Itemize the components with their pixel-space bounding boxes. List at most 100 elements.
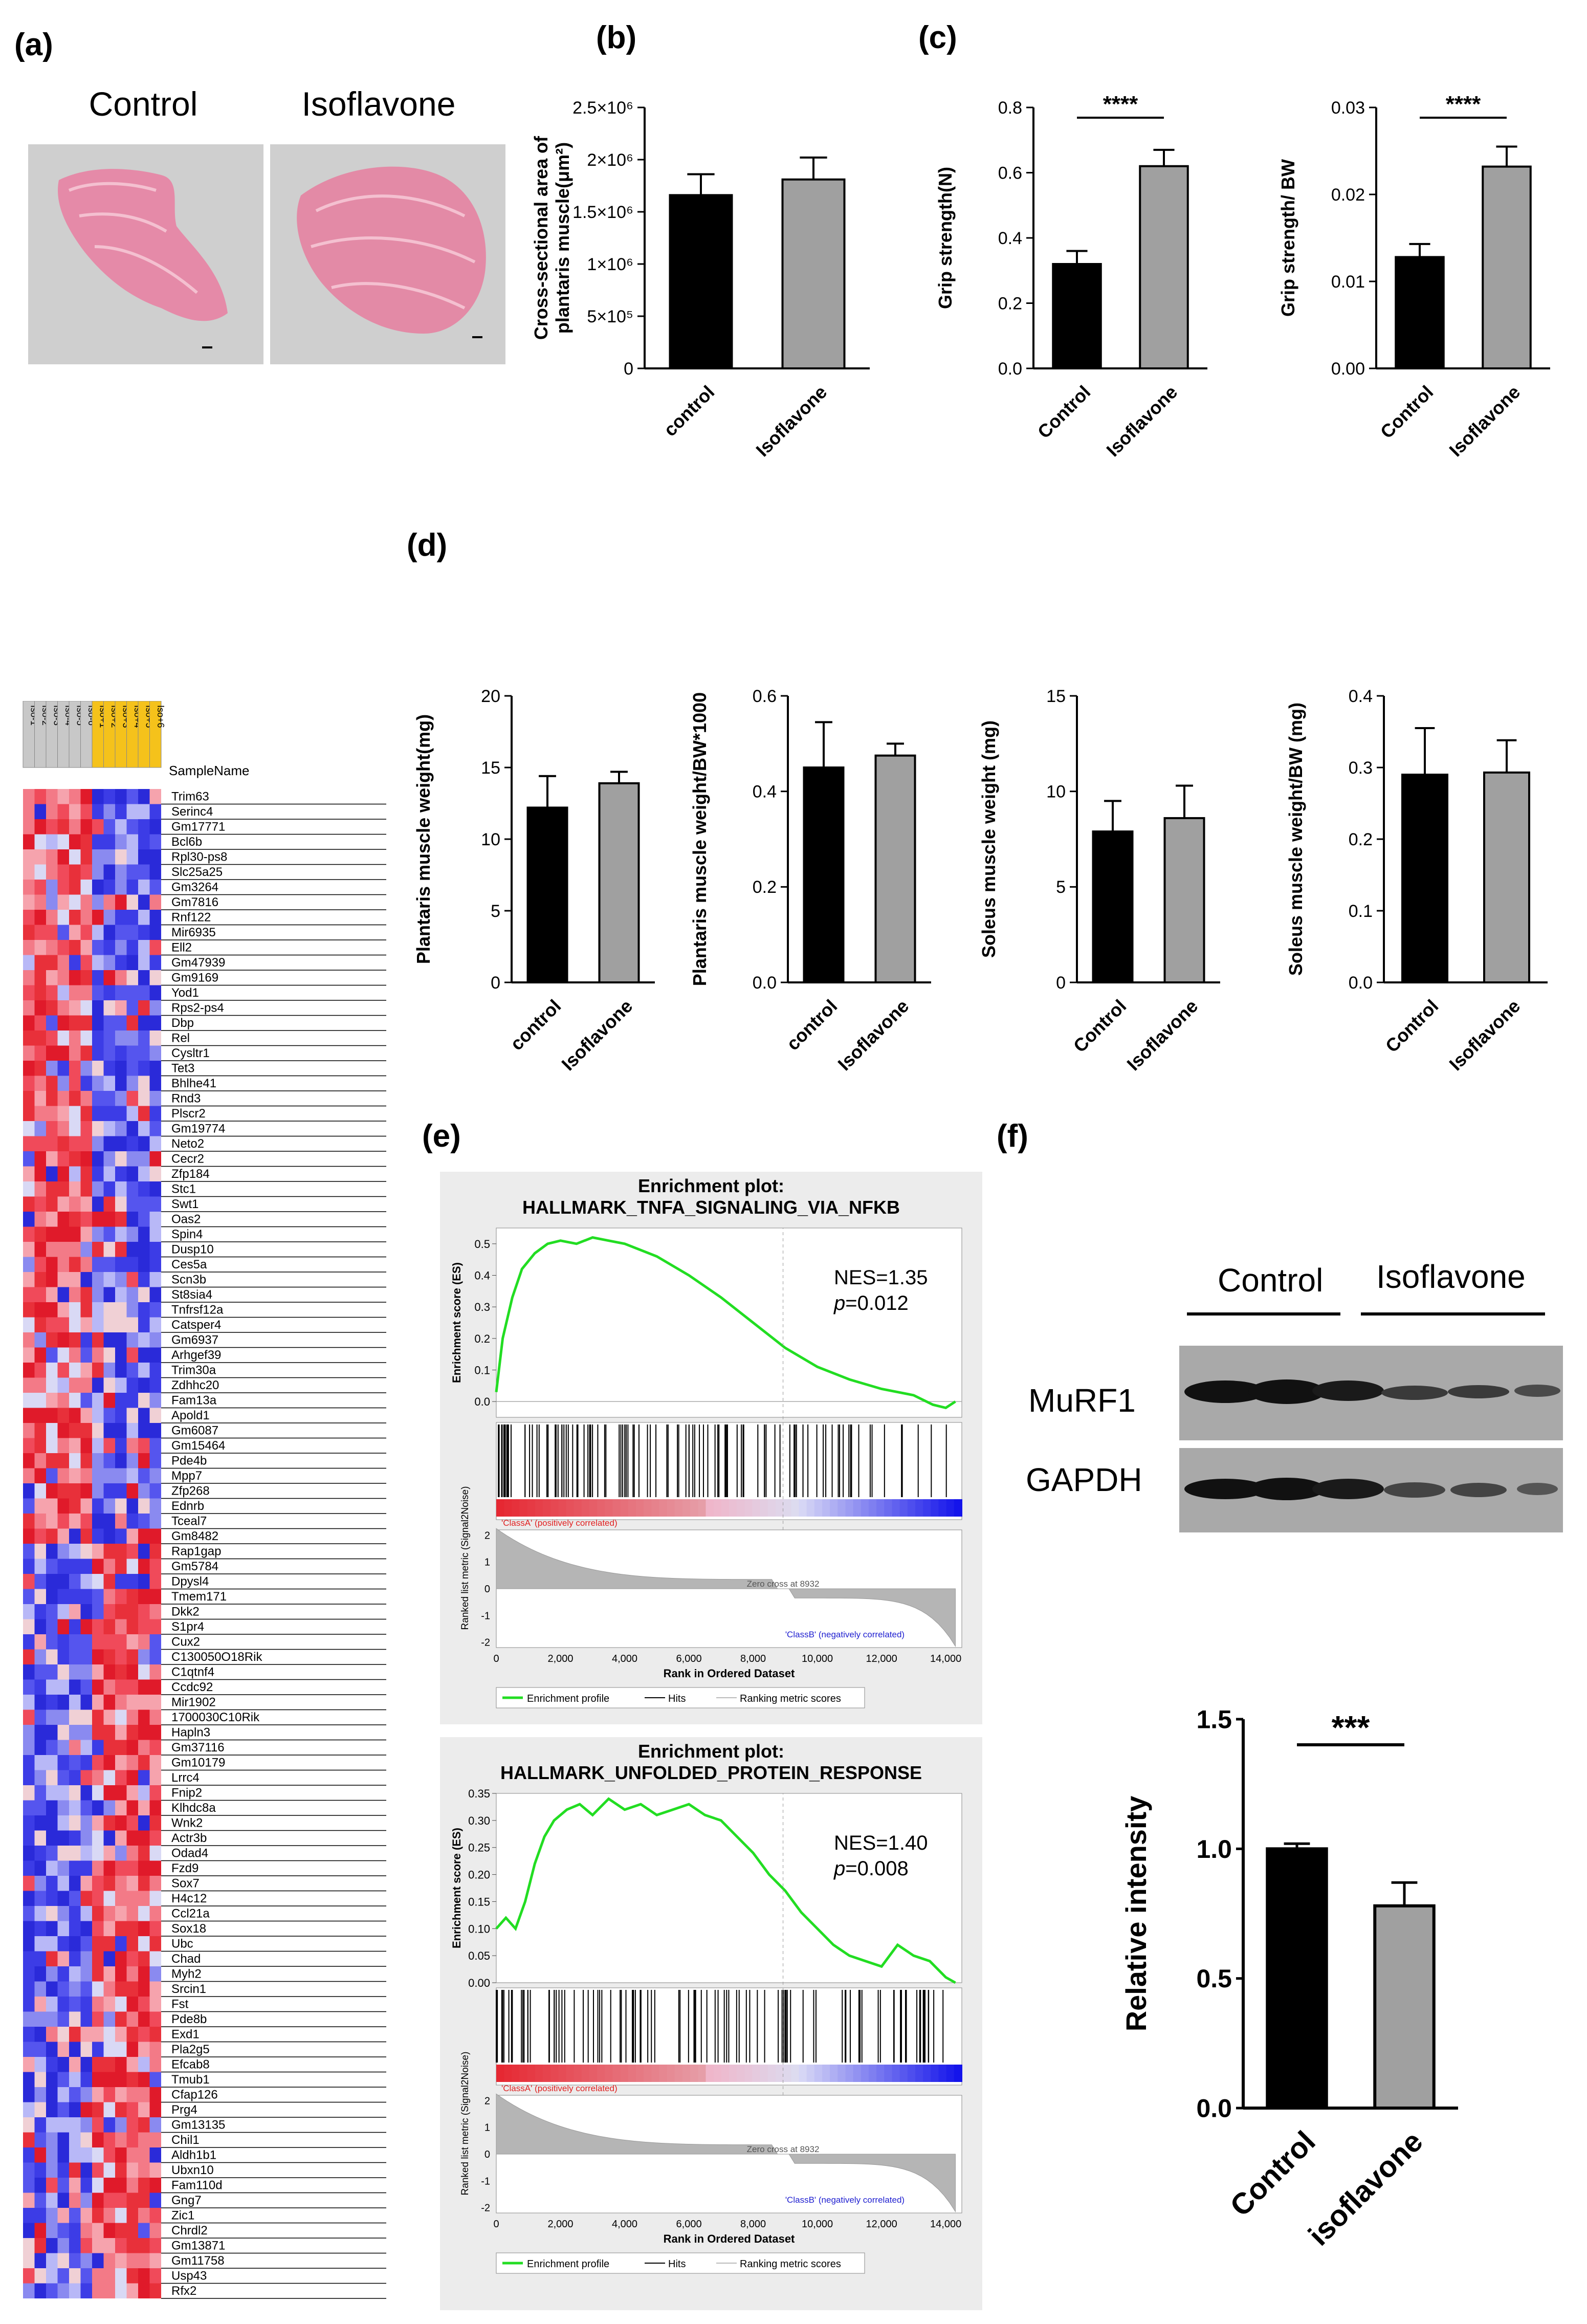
heatmap-cell: [57, 1076, 69, 1091]
heatmap-cell: [92, 1151, 104, 1167]
x-tick-label: 0: [493, 1653, 499, 1664]
heatmap-cell: [103, 1015, 115, 1031]
heatmap-cell: [103, 1604, 115, 1619]
heatmap-cell: [92, 1785, 104, 1801]
color-bar-segment: [760, 2065, 768, 2082]
gene-name: C1qtnf4: [171, 1665, 214, 1679]
heatmap-cell: [126, 1106, 138, 1121]
heatmap-cell: [115, 1725, 127, 1740]
gene-name: Fam13a: [171, 1394, 217, 1408]
gene-name: Gm15464: [171, 1439, 225, 1453]
heatmap-cell: [149, 1302, 161, 1318]
es-y-tick-label: 0.5: [474, 1238, 490, 1251]
heatmap-cell: [138, 1906, 150, 1921]
heatmap-cell: [138, 1800, 150, 1815]
heatmap-cell: [92, 970, 104, 985]
heatmap-cell: [115, 2072, 127, 2087]
heatmap-cell: [115, 2117, 127, 2133]
gene-name: Dbp: [171, 1016, 194, 1030]
western-group-line-control: [1187, 1312, 1340, 1316]
heatmap-cell: [80, 894, 92, 910]
heatmap-cell: [57, 1770, 69, 1785]
heatmap-cell: [23, 1559, 35, 1574]
heatmap-cell: [149, 2178, 161, 2193]
heatmap-cell: [80, 1272, 92, 1287]
gene-name: Apold1: [171, 1409, 210, 1422]
heatmap-cell: [23, 1121, 35, 1136]
heatmap-cell: [126, 1755, 138, 1770]
heatmap-cell: [115, 1619, 127, 1634]
heatmap-cell: [57, 2283, 69, 2298]
heatmap-cell: [23, 1408, 35, 1423]
heatmap-cell: [46, 1438, 58, 1453]
color-bar-segment: [915, 1499, 924, 1517]
heatmap-cell: [46, 1679, 58, 1695]
heatmap-cell: [149, 1725, 161, 1740]
heatmap-cell: [92, 1483, 104, 1499]
gene-name: Fnip2: [171, 1786, 202, 1800]
heatmap-cell: [126, 1574, 138, 1589]
heatmap-cell: [149, 834, 161, 849]
x-tick-label: Control: [1033, 381, 1094, 442]
heatmap-cell: [34, 1604, 46, 1619]
heatmap-cell: [149, 1317, 161, 1332]
p-value-number: =0.008: [845, 1857, 908, 1880]
heatmap-cell: [103, 1755, 115, 1770]
gene-name: Gm13871: [171, 2239, 225, 2253]
heatmap-cell: [23, 1212, 35, 1227]
heatmap-cell: [57, 1408, 69, 1423]
gene-name: Gm11758: [171, 2254, 225, 2268]
heatmap-cell: [34, 1574, 46, 1589]
heatmap-cell: [69, 1860, 81, 1876]
heatmap-cell: [57, 1604, 69, 1619]
heatmap-cell: [149, 2238, 161, 2253]
heatmap-cell: [103, 1830, 115, 1846]
heatmap-cell: [92, 1725, 104, 1740]
heatmap-cell: [92, 1302, 104, 1318]
heatmap-cell: [57, 985, 69, 1000]
heatmap-cell: [46, 1302, 58, 1318]
heatmap-cell: [115, 789, 127, 804]
heatmap-cell: [46, 1000, 58, 1016]
heatmap-cell: [103, 1785, 115, 1801]
gene-name: Rap1gap: [171, 1545, 221, 1559]
panel-label-c: (c): [918, 20, 957, 55]
heatmap-cell: [23, 1649, 35, 1664]
heatmap-cell: [69, 1906, 81, 1921]
color-bar-segment: [636, 1499, 645, 1517]
heatmap-cell: [80, 2178, 92, 2193]
heatmap-cell: [57, 1196, 69, 1212]
heatmap-cell: [126, 2253, 138, 2268]
heatmap-cell: [80, 2268, 92, 2284]
color-bar-segment: [628, 1499, 636, 1517]
heatmap-cell: [34, 1800, 46, 1815]
y-tick-label: 5×10⁵: [587, 307, 633, 326]
heatmap-cell: [115, 1212, 127, 1227]
heatmap-cell: [103, 849, 115, 865]
heatmap-cell: [69, 1363, 81, 1378]
gene-name: Gm3264: [171, 881, 218, 894]
gene-name: Fst: [171, 1998, 189, 2011]
heatmap-cell: [115, 1514, 127, 1529]
rank-y-tick-label: 1: [484, 1557, 490, 1568]
heatmap-cell: [23, 1438, 35, 1453]
heatmap-cell: [138, 2027, 150, 2042]
heatmap-cell: [138, 1181, 150, 1197]
heatmap-cell: [69, 1604, 81, 1619]
western-blot-murf1: [1179, 1346, 1563, 1440]
heatmap-cell: [34, 1514, 46, 1529]
heatmap-cell: [34, 1151, 46, 1167]
heatmap-cell: [149, 2193, 161, 2208]
heatmap-cell: [103, 1363, 115, 1378]
heatmap-cell: [149, 1740, 161, 1755]
heatmap-cell: [34, 1272, 46, 1287]
es-y-axis-label: Enrichment score (ES): [450, 1262, 463, 1383]
gene-name: Yod1: [171, 986, 199, 1000]
heatmap-cell: [80, 1212, 92, 1227]
heatmap-cell: [126, 1257, 138, 1272]
heatmap-cell: [46, 1363, 58, 1378]
heatmap-cell: [103, 1725, 115, 1740]
heatmap-cell: [126, 2193, 138, 2208]
x-tick-label: 2,000: [547, 1653, 573, 1664]
